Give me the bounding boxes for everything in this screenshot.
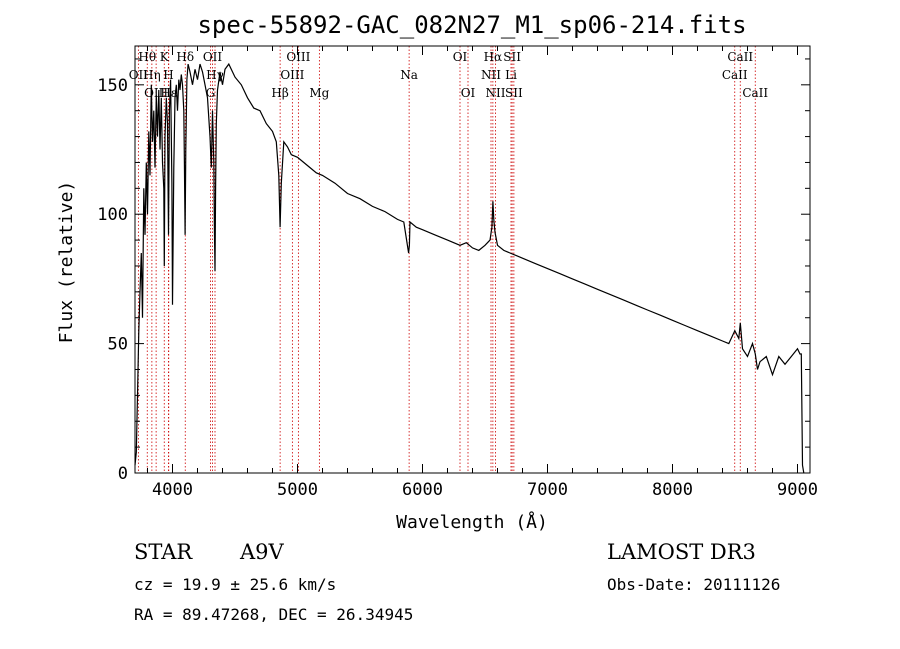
y-axis-label: Flux (relative) bbox=[56, 181, 77, 344]
y-tick-label: 50 bbox=[108, 335, 128, 355]
spectral-line-label: Li bbox=[505, 68, 517, 82]
redshift-velocity: cz = 19.9 ± 25.6 km/s bbox=[134, 575, 337, 594]
spectral-line-label: Hα bbox=[484, 50, 503, 64]
x-tick-label: 5000 bbox=[277, 480, 318, 500]
spectral-line-label: OIII bbox=[280, 68, 304, 82]
spectral-line-label: NII bbox=[481, 68, 501, 82]
spectral-line-label: Hδ bbox=[176, 50, 194, 64]
spectral-line-label: CaII bbox=[742, 86, 768, 100]
survey-name: LAMOST DR3 bbox=[607, 540, 756, 564]
plot-frame bbox=[134, 45, 811, 474]
y-tick-label: 0 bbox=[118, 464, 128, 484]
x-tick-label: 6000 bbox=[402, 480, 443, 500]
spectral-line-label: OIII bbox=[286, 50, 310, 64]
observation-date: Obs-Date: 20111126 bbox=[607, 575, 781, 594]
chart-title: spec-55892-GAC_082N27_M1_sp06-214.fits bbox=[197, 11, 746, 39]
spectral-line-label: OI bbox=[453, 50, 468, 64]
y-tick-label: 100 bbox=[97, 205, 128, 225]
object-subclass: A9V bbox=[240, 540, 284, 564]
spectrum-chart: spec-55892-GAC_082N27_M1_sp06-214.fits H… bbox=[56, 11, 818, 533]
x-tick-label: 7000 bbox=[527, 480, 568, 500]
x-tick-label: 9000 bbox=[777, 480, 818, 500]
spectral-line-label: NII bbox=[486, 86, 506, 100]
y-tick-label: 150 bbox=[97, 76, 128, 96]
spectral-line-label: K bbox=[160, 50, 170, 64]
spectral-line-label: Hε bbox=[160, 86, 177, 100]
spectral-line-label: OI bbox=[461, 86, 476, 100]
spectral-line-label: G bbox=[206, 86, 216, 100]
spectral-line-label: OIII bbox=[144, 86, 168, 100]
spectral-line-label: Mg bbox=[309, 86, 329, 100]
spectral-line-label: OII bbox=[203, 50, 223, 64]
x-tick-label: 8000 bbox=[652, 480, 693, 500]
spectrum-line bbox=[134, 62, 805, 474]
spectral-line-label: H bbox=[163, 68, 173, 82]
spectral-line-label: SII bbox=[503, 50, 521, 64]
spectral-line-label: OII bbox=[129, 68, 149, 82]
spectral-line-label: Hη bbox=[143, 68, 161, 82]
x-tick-label: 4000 bbox=[152, 480, 193, 500]
x-axis-label: Wavelength (Å) bbox=[396, 511, 548, 533]
coordinates: RA = 89.47268, DEC = 26.34945 bbox=[134, 605, 414, 624]
spectral-line-label: CaII bbox=[722, 68, 748, 82]
spectral-line-label: CaII bbox=[727, 50, 753, 64]
spectral-line-label: SII bbox=[505, 86, 523, 100]
spectral-line-label: Hβ bbox=[271, 86, 288, 100]
object-class: STAR bbox=[134, 540, 193, 564]
spectral-line-label: Hθ bbox=[138, 50, 156, 64]
spectral-line-label: Na bbox=[400, 68, 418, 82]
